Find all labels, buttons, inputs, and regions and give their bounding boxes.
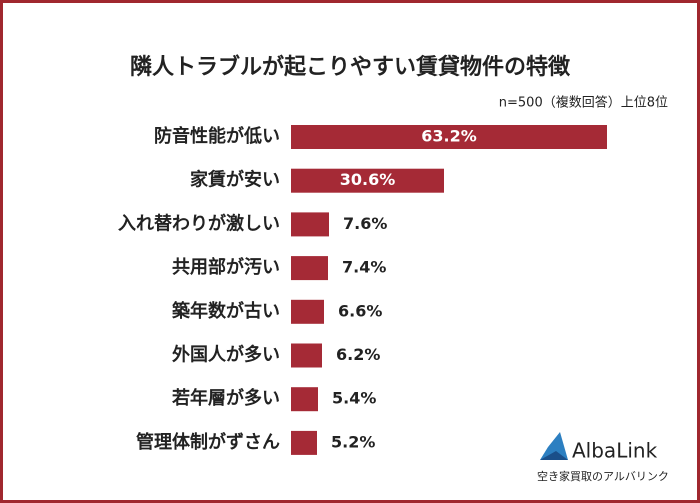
logo-name: AlbaLink [572,439,658,463]
bar [291,256,328,281]
bar [291,430,317,455]
bar [291,125,607,149]
logo-icon [540,432,568,460]
category-label: 家賃が安い [190,169,280,191]
value-label: 5.4% [332,389,376,408]
chart-subtitle: n=500（複数回答）上位8位 [499,95,668,111]
logo: AlbaLink 空き家買取のアルバリンク [537,432,669,483]
category-label: 入れ替わりが激しい [118,212,280,234]
logo-tagline: 空き家買取のアルバリンク [537,469,669,483]
bar [291,343,322,368]
bar [291,168,444,193]
bar [291,212,329,237]
value-label: 7.4% [342,258,386,277]
bar [291,299,324,324]
value-label: 6.2% [336,345,380,364]
category-label: 外国人が多い [172,344,280,366]
chart-title: 隣人トラブルが起こりやすい賃貸物件の特徴 [130,54,571,80]
value-label: 63.2% [421,127,477,146]
category-label: 防音性能が低い [154,125,280,147]
value-label: 6.6% [338,301,382,320]
bar [291,387,318,412]
value-label: 7.6% [343,214,387,233]
category-label: 若年層が多い [171,387,280,409]
category-label: 共用部が汚い [172,256,280,278]
value-label: 5.2% [331,432,375,451]
category-label: 築年数が古い [171,300,280,322]
logo-icon-part [540,451,568,460]
category-label: 管理体制がずさん [136,431,280,453]
value-label: 30.6% [340,170,396,189]
